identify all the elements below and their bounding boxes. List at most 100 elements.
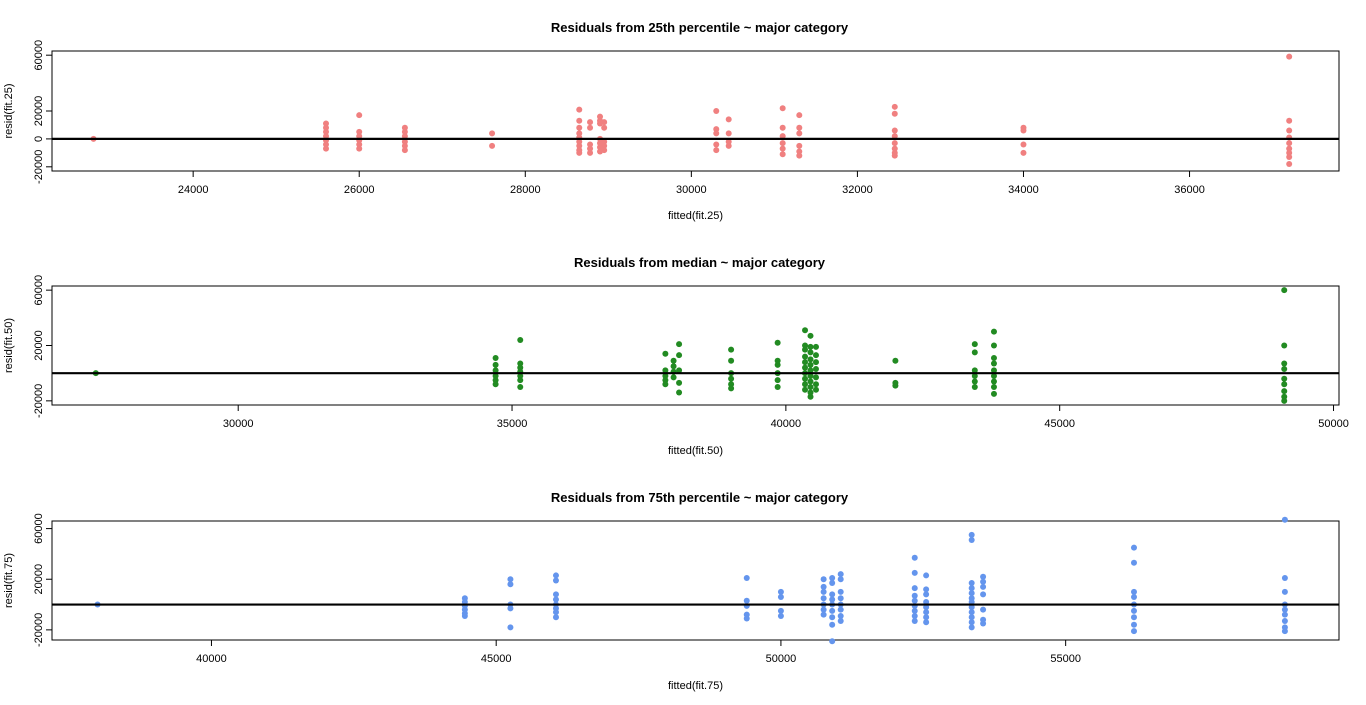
residual-point	[725, 130, 732, 137]
residual-point	[725, 142, 732, 149]
residual-point	[713, 130, 720, 137]
residual-point	[1130, 593, 1137, 600]
residual-point	[323, 145, 330, 152]
residual-point	[829, 591, 836, 598]
x-tick-label: 55000	[1050, 653, 1081, 665]
residual-point	[796, 142, 803, 149]
residual-point	[1130, 628, 1137, 635]
residual-point	[796, 124, 803, 131]
residual-point	[812, 381, 819, 388]
residual-point	[601, 124, 608, 131]
residual-point	[980, 583, 987, 590]
residual-point	[968, 609, 975, 616]
residual-point	[807, 372, 814, 379]
residual-point	[401, 142, 408, 149]
residual-point	[670, 374, 677, 381]
residual-point	[807, 332, 814, 339]
residual-point	[401, 138, 408, 145]
residual-point	[323, 133, 330, 140]
residual-point	[796, 152, 803, 159]
residual-point	[968, 614, 975, 621]
plot-title: Residuals from 75th percentile ~ major c…	[551, 490, 849, 505]
residual-point	[990, 328, 997, 335]
residual-point	[891, 140, 898, 147]
residual-point	[461, 612, 468, 619]
residual-point	[980, 573, 987, 580]
residual-point	[576, 124, 583, 131]
residual-point	[774, 361, 781, 368]
residual-point	[911, 612, 918, 619]
residual-point	[807, 343, 814, 350]
residual-point	[323, 120, 330, 127]
residual-point	[576, 138, 583, 145]
x-tick-label: 45000	[1044, 418, 1075, 430]
residual-point	[829, 638, 836, 645]
residual-point	[807, 349, 814, 356]
x-tick-label: 32000	[842, 184, 873, 196]
residual-point	[777, 593, 784, 600]
residual-point	[356, 133, 363, 140]
y-tick-label: 60000	[33, 275, 45, 306]
residual-point	[911, 592, 918, 599]
residual-point	[802, 386, 809, 393]
x-tick-label: 26000	[344, 184, 375, 196]
residual-point	[1020, 149, 1027, 156]
residual-point	[968, 536, 975, 543]
residual-point	[971, 349, 978, 356]
residual-point	[517, 372, 524, 379]
residual-point	[1281, 393, 1288, 400]
residual-point	[587, 141, 594, 148]
residual-point	[812, 343, 819, 350]
residual-point	[968, 619, 975, 626]
residual-point	[492, 361, 499, 368]
residual-point	[820, 611, 827, 618]
residual-point	[1281, 611, 1288, 618]
residual-point	[728, 381, 735, 388]
residual-point	[1130, 607, 1137, 614]
residual-point	[401, 128, 408, 135]
residual-point	[552, 614, 559, 621]
residual-point	[401, 147, 408, 154]
residual-point	[923, 586, 930, 593]
residual-point	[1281, 516, 1288, 523]
y-tick-label: 0	[33, 136, 45, 142]
y-tick-label: 60000	[33, 40, 45, 71]
residual-point	[492, 354, 499, 361]
residual-point	[401, 133, 408, 140]
residual-point	[777, 612, 784, 619]
residual-point	[1281, 381, 1288, 388]
residual-point	[829, 614, 836, 621]
residual-point	[1281, 287, 1288, 294]
x-tick-label: 50000	[1318, 418, 1349, 430]
residual-point	[601, 142, 608, 149]
residual-point	[892, 357, 899, 364]
residual-point	[1286, 161, 1293, 168]
residual-point	[676, 341, 683, 348]
residual-point	[837, 588, 844, 595]
residual-point	[807, 378, 814, 385]
residual-point	[1286, 140, 1293, 147]
x-tick-label: 36000	[1174, 184, 1205, 196]
residual-point	[779, 145, 786, 152]
residual-point	[601, 138, 608, 145]
residual-point	[713, 141, 720, 148]
residual-point	[980, 606, 987, 613]
y-axis-label: resid(fit.75)	[3, 553, 15, 608]
x-tick-label: 24000	[178, 184, 209, 196]
residual-point	[807, 389, 814, 396]
residual-point	[968, 580, 975, 587]
residual-point	[713, 147, 720, 154]
residual-point	[1281, 618, 1288, 625]
residual-point	[779, 151, 786, 158]
y-axis-label: resid(fit.25)	[3, 83, 15, 138]
x-tick-label: 50000	[766, 653, 797, 665]
residual-point	[891, 127, 898, 134]
x-tick-label: 34000	[1008, 184, 1039, 196]
residual-point	[323, 124, 330, 131]
residual-point	[807, 356, 814, 363]
residual-point	[891, 103, 898, 110]
residual-point	[971, 384, 978, 391]
residual-point	[662, 372, 669, 379]
residual-point	[923, 572, 930, 579]
y-tick-label: 20000	[33, 564, 45, 595]
